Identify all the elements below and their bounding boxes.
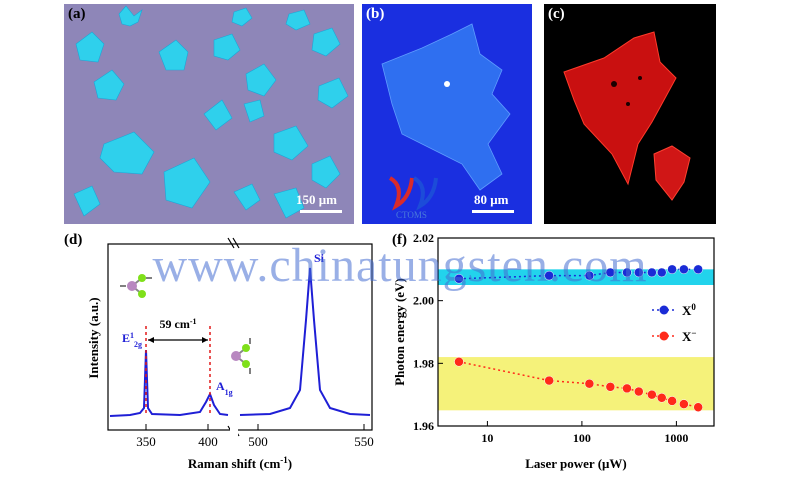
legend-label-1: X− <box>682 328 697 344</box>
data-point-1 <box>634 386 644 397</box>
data-point-1 <box>693 402 703 412</box>
data-point-0 <box>544 270 554 281</box>
ctoms-logo-text: CTOMS <box>396 210 427 220</box>
a1g-vibration-icon <box>231 338 251 374</box>
scale-bar-a <box>300 210 342 213</box>
data-point-1 <box>584 378 595 389</box>
f-legend: X0 X− <box>652 302 697 344</box>
data-point-1 <box>647 389 657 400</box>
panel-a-label: (a) <box>68 6 86 22</box>
raman-tick-500: 500 <box>248 434 268 449</box>
raman-ticks <box>145 424 365 430</box>
f-ytick-label: 2.02 <box>413 231 434 245</box>
data-point-1 <box>605 382 616 392</box>
scale-bar-b <box>472 210 514 213</box>
data-point-0 <box>454 273 464 284</box>
scale-text-a: 150 μm <box>296 192 337 207</box>
panel-d-label: (d) <box>64 232 83 248</box>
data-point-0 <box>584 270 595 281</box>
data-point-0 <box>657 267 667 278</box>
raman-xlabel: Raman shift (cm-1) <box>188 455 292 471</box>
panel-c-micrograph: (c) <box>544 4 716 224</box>
f-xtick-label: 10 <box>481 431 493 445</box>
legend-marker-1 <box>659 331 669 341</box>
optical-micrograph-image <box>64 4 354 224</box>
f-ytick-label: 2.00 <box>413 294 434 308</box>
data-point-0 <box>667 264 677 275</box>
f-plot-frame <box>437 237 715 427</box>
ctoms-logo-icon: CTOMS <box>388 176 438 220</box>
e2g-vibration-icon <box>120 274 152 298</box>
f-xlabel: Laser power (μW) <box>525 456 627 471</box>
photon-energy-plot: 1.96 1.98 2.00 2.02 10 100 1000 Laser power (… <box>392 231 715 471</box>
band-0 <box>438 269 714 285</box>
raman-tick-400: 400 <box>198 434 218 449</box>
separation-label: 59 cm-1 <box>160 317 197 332</box>
panel-d-raman: (d) 350 400 450 500 550 Raman shift (cm-… <box>60 230 380 476</box>
data-point-1 <box>544 375 554 386</box>
f-xtick-label: 1000 <box>664 431 688 445</box>
panel-b-label: (b) <box>366 6 385 22</box>
data-point-0 <box>634 267 644 278</box>
e2g-label: E12g <box>122 331 142 349</box>
si-label: Si <box>314 251 325 265</box>
ctoms-logo: CTOMS <box>382 172 442 222</box>
data-point-0 <box>605 267 616 278</box>
raman-tick-350: 350 <box>136 434 156 449</box>
panel-a-micrograph: (a) 150 μm <box>64 4 354 224</box>
panel-c-label: (c) <box>548 6 565 22</box>
panel-f-chart: (f) 1.96 1.98 2.00 2.02 10 100 1000 Laser pow… <box>392 230 722 476</box>
legend-marker-0 <box>659 305 669 315</box>
raman-spectrum-left <box>109 349 229 417</box>
f-ytick-label: 1.96 <box>413 419 434 433</box>
f-ylabel: Photon energy (eV) <box>392 278 407 386</box>
scale-text-b: 80 μm <box>474 192 509 207</box>
raman-spectrum-plot: 350 400 450 500 550 Raman shift (cm-1) I… <box>86 237 374 471</box>
data-point-0 <box>647 267 657 278</box>
red-flake-image <box>544 4 716 224</box>
axis-break-marks <box>227 237 240 437</box>
data-point-1 <box>622 383 632 394</box>
raman-tick-550: 550 <box>354 434 374 449</box>
raman-spectrum-right <box>239 267 371 416</box>
f-ytick-label: 1.98 <box>413 356 434 370</box>
data-point-1 <box>679 399 689 409</box>
data-point-1 <box>454 357 464 367</box>
raman-plot-frame <box>107 243 373 431</box>
data-point-0 <box>679 264 689 275</box>
panel-f-label: (f) <box>392 232 407 248</box>
data-point-1 <box>657 393 667 403</box>
blue-flake-image <box>362 4 532 224</box>
legend-label-0: X0 <box>682 302 696 318</box>
raman-ylabel: Intensity (a.u.) <box>86 297 101 378</box>
panel-b-micrograph: (b) 80 μm CTOMS <box>362 4 532 224</box>
data-point-0 <box>622 267 632 278</box>
data-point-1 <box>667 396 677 406</box>
a1g-label: A1g <box>216 379 233 397</box>
f-xtick-label: 100 <box>573 431 591 445</box>
data-point-0 <box>693 264 703 275</box>
